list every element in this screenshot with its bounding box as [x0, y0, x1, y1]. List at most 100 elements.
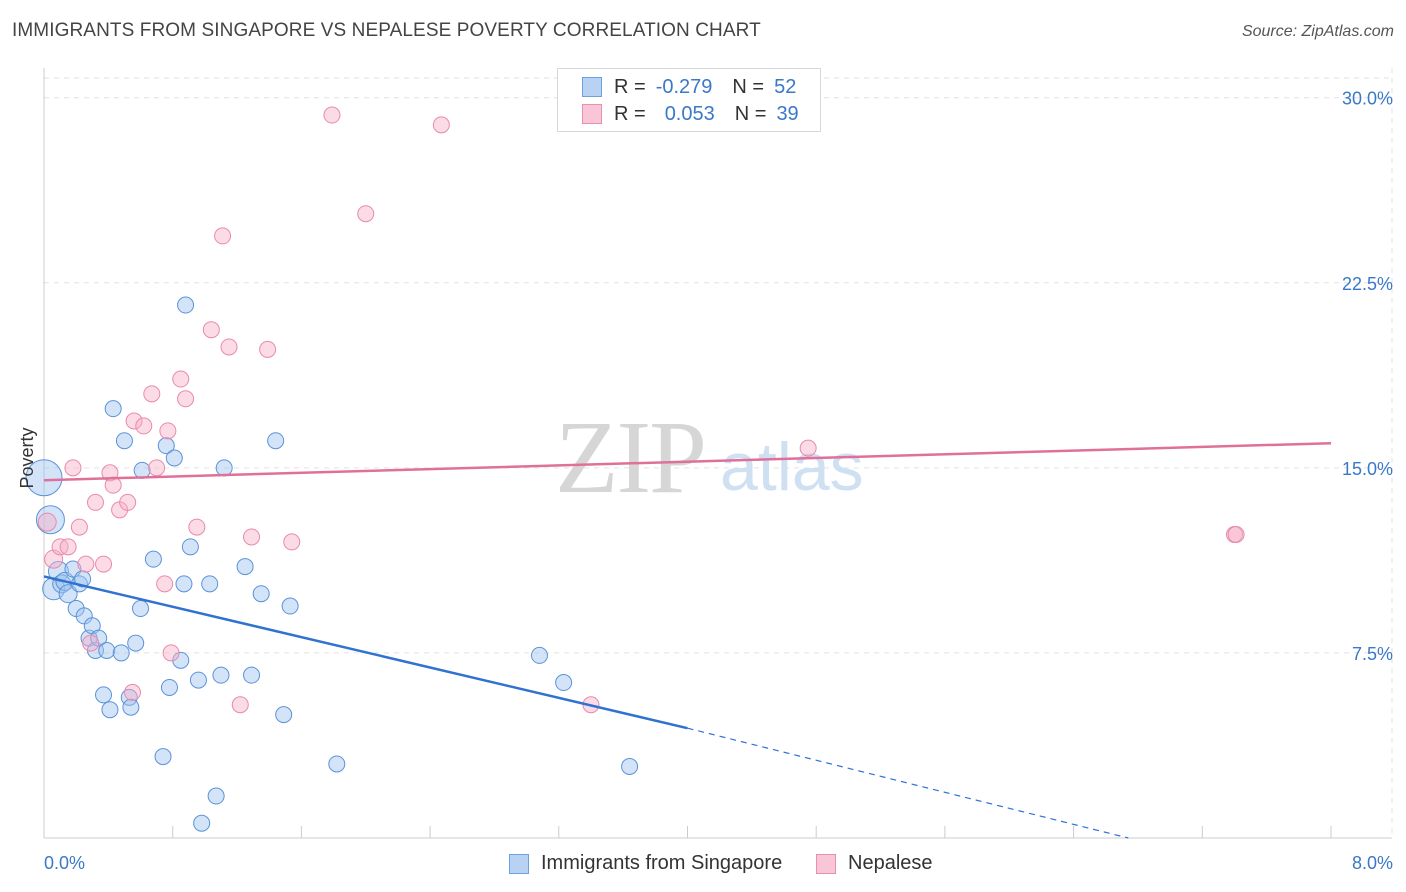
point-nepalese: [156, 575, 174, 593]
point-singapore: [189, 671, 207, 689]
point-singapore: [47, 561, 69, 583]
chart-title: IMMIGRANTS FROM SINGAPORE VS NEPALESE PO…: [12, 20, 761, 41]
y-tick-label: 15.0%: [1342, 459, 1393, 479]
legend-n-value: 39: [776, 102, 799, 125]
axis-layer: [43, 68, 1392, 839]
legend-r-value: 0.053: [664, 102, 715, 125]
point-singapore: [132, 600, 150, 618]
point-nepalese: [95, 555, 113, 573]
point-singapore: [95, 686, 113, 704]
trend-line-singapore-extension: [687, 727, 1129, 839]
point-singapore: [193, 814, 211, 832]
bottom-legend-label-nepalese: Nepalese: [848, 852, 933, 874]
grid-layer: [44, 68, 1393, 838]
point-singapore: [25, 459, 63, 497]
point-nepalese: [82, 634, 100, 652]
point-nepalese: [172, 370, 190, 388]
point-nepalese: [70, 518, 88, 536]
watermark: ZIP atlas: [555, 400, 864, 515]
point-nepalese: [259, 340, 277, 358]
point-singapore: [101, 701, 119, 719]
legend-r-label: R =: [614, 75, 646, 98]
bottom-legend-swatch-nepalese: [816, 853, 836, 874]
point-singapore: [281, 597, 299, 615]
legend-n-value: 52: [774, 75, 797, 98]
point-singapore: [127, 634, 145, 652]
points-layer: [25, 106, 1245, 832]
point-nepalese: [220, 338, 238, 356]
point-singapore: [236, 558, 254, 576]
point-nepalese: [37, 512, 57, 532]
point-singapore: [177, 296, 195, 314]
point-nepalese: [799, 439, 817, 457]
trend-line-singapore: [43, 575, 688, 730]
point-nepalese: [432, 116, 450, 134]
point-nepalese: [135, 417, 153, 435]
point-singapore: [165, 449, 183, 467]
point-singapore: [275, 706, 293, 724]
legend-box: R = -0.279 N = 52 R = 0.053 N = 39: [557, 68, 821, 132]
point-nepalese: [1227, 525, 1245, 543]
point-singapore: [104, 400, 122, 418]
bottom-legend-nepalese: Nepalese: [816, 852, 933, 875]
point-nepalese: [123, 683, 141, 701]
point-nepalese: [148, 459, 166, 477]
y-tick-label: 7.5%: [1352, 644, 1393, 664]
point-nepalese: [143, 385, 161, 403]
trend-line-nepalese: [43, 441, 1332, 482]
point-singapore: [133, 461, 151, 479]
y-axis-title: Poverty: [17, 427, 37, 488]
point-nepalese: [188, 518, 206, 536]
point-singapore: [207, 787, 225, 805]
point-nepalese: [159, 422, 177, 440]
bottom-legend-swatch-singapore: [509, 853, 529, 874]
y-tick-label: 30.0%: [1342, 89, 1393, 109]
point-nepalese: [86, 493, 104, 511]
point-singapore: [122, 698, 140, 716]
point-singapore: [181, 538, 199, 556]
y-tick-label: 22.5%: [1342, 274, 1393, 294]
point-nepalese: [125, 412, 143, 430]
point-singapore: [35, 505, 65, 535]
point-nepalese: [177, 390, 195, 408]
legend-row-singapore: R = -0.279 N = 52: [582, 74, 796, 100]
legend-n-label: N =: [734, 102, 767, 125]
legend-swatch-nepalese: [582, 104, 602, 124]
point-singapore: [115, 432, 133, 450]
point-nepalese: [64, 459, 82, 477]
point-nepalese: [119, 493, 137, 511]
point-singapore: [621, 757, 639, 775]
legend-r-label: R =: [614, 102, 646, 125]
point-singapore: [267, 432, 285, 450]
point-singapore: [154, 748, 172, 766]
point-singapore: [201, 575, 219, 593]
point-singapore: [215, 459, 233, 477]
point-singapore: [144, 550, 162, 568]
x-tick-label-min: 0.0%: [44, 853, 85, 873]
point-singapore: [530, 646, 548, 664]
legend-row-nepalese: R = 0.053 N = 39: [582, 101, 799, 127]
point-singapore: [90, 629, 108, 647]
point-nepalese: [283, 533, 301, 551]
point-singapore: [175, 575, 193, 593]
point-singapore: [555, 674, 573, 692]
point-nepalese: [162, 644, 180, 662]
point-nepalese: [231, 696, 249, 714]
point-nepalese: [202, 321, 220, 339]
bottom-legend-singapore: Immigrants from Singapore: [509, 852, 782, 875]
point-singapore: [98, 641, 116, 659]
point-singapore: [112, 644, 130, 662]
point-nepalese: [243, 528, 261, 546]
point-singapore: [160, 678, 178, 696]
point-singapore: [328, 755, 346, 773]
point-nepalese: [357, 205, 375, 223]
point-singapore: [58, 584, 78, 604]
legend-n-label: N =: [732, 75, 765, 98]
watermark-atlas: atlas: [720, 429, 864, 505]
point-singapore: [157, 437, 175, 455]
chart-source: Source: ZipAtlas.com: [1241, 23, 1394, 40]
x-tick-label-max: 8.0%: [1352, 853, 1393, 873]
bottom-legend-label-singapore: Immigrants from Singapore: [541, 852, 783, 874]
legend-r-value: -0.279: [655, 75, 713, 98]
